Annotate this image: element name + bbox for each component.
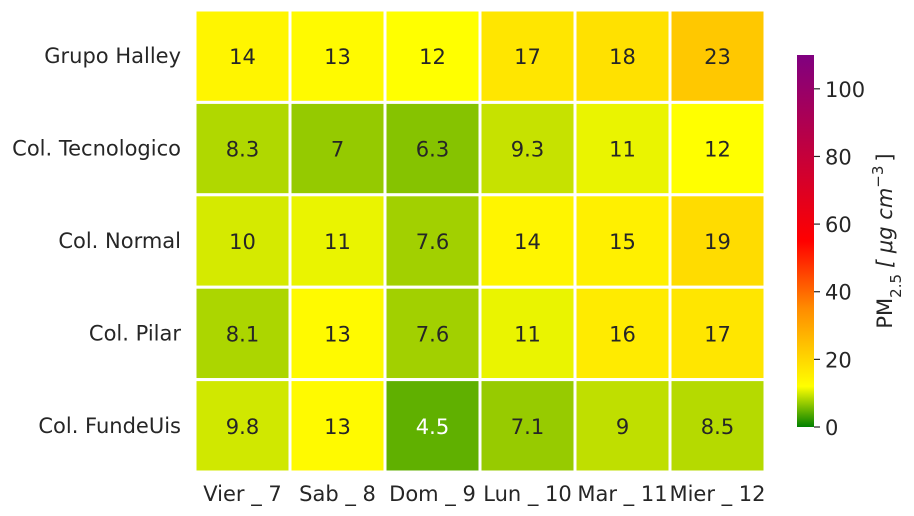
heatmap-cell — [478, 378, 577, 474]
heatmap-cell — [288, 285, 387, 382]
heatmap-cell — [668, 378, 767, 474]
heatmap-cell — [573, 193, 672, 289]
heatmap-cell — [193, 285, 292, 382]
cell-value-label: 11 — [514, 322, 541, 346]
cell-value-label: 4.5 — [416, 415, 449, 439]
cell-value-label: 16 — [609, 322, 636, 346]
colorbar-label-end: ] — [873, 153, 897, 161]
heatmap-cells: 14 13 12 17 18 23 8.3 7 6.3 9.3 11 12 10 11 7.6 14 15 19 8… — [193, 8, 767, 474]
colorbar-gradient — [797, 55, 814, 427]
heatmap-cell — [288, 193, 387, 289]
colorbar-tick-label: 40 — [825, 281, 852, 305]
cell-value-label: 8.5 — [701, 415, 734, 439]
column-label: Dom _ 9 — [389, 482, 476, 507]
cell-value-label: 15 — [609, 230, 636, 254]
row-label: Col. FundeUis — [38, 414, 181, 438]
cell-value-label: 13 — [324, 415, 351, 439]
cell-value-label: 7 — [331, 138, 344, 162]
colorbar-label-sub: 2.5 — [887, 274, 905, 298]
colorbar-label-sup: −3 — [869, 166, 887, 188]
row-labels: Grupo Halley Col. Tecnologico Col. Normal C… — [12, 44, 181, 438]
heatmap-cell — [193, 8, 292, 104]
cell-value-label: 8.1 — [226, 322, 259, 346]
column-label: Lun _ 10 — [483, 482, 572, 507]
cell-value-label: 6.3 — [416, 138, 449, 162]
heatmap-cell — [383, 285, 482, 382]
cell-value-label: 9.3 — [511, 138, 544, 162]
cell-value-label: 12 — [704, 138, 731, 162]
column-labels: Vier _ 7 Sab _ 8 Dom _ 9 Lun _ 10 Mar _ 11 Mi… — [203, 482, 765, 507]
cell-value-label: 7.6 — [416, 230, 449, 254]
heatmap-cell — [288, 8, 387, 104]
colorbar-ticks: 0 20 40 60 80 100 — [814, 78, 865, 440]
cell-value-label: 17 — [704, 322, 731, 346]
row-label: Col. Normal — [58, 229, 181, 253]
colorbar-label: PM2.5 [ μg cm−3] — [869, 153, 905, 328]
cell-value-label: 10 — [229, 230, 256, 254]
heatmap-cell — [668, 193, 767, 289]
cell-value-label: 14 — [514, 230, 541, 254]
row-label: Col. Pilar — [89, 321, 181, 345]
cell-value-label: 11 — [324, 230, 351, 254]
column-label: Vier _ 7 — [203, 482, 282, 507]
colorbar-tick-label: 100 — [825, 78, 865, 102]
cell-value-label: 7.1 — [511, 415, 544, 439]
cell-value-label: 12 — [419, 45, 446, 69]
cell-value-label: 18 — [609, 45, 636, 69]
colorbar-tick-label: 60 — [825, 213, 852, 237]
cell-value-label: 11 — [609, 138, 636, 162]
cell-value-label: 17 — [514, 45, 541, 69]
heatmap-cell — [478, 100, 577, 197]
cell-value-label: 8.3 — [226, 138, 259, 162]
heatmap-cell — [668, 285, 767, 382]
heatmap-cell — [573, 378, 672, 474]
cell-value-label: 9.8 — [226, 415, 259, 439]
heatmap-cell — [668, 8, 767, 104]
colorbar-tick-label: 20 — [825, 348, 852, 372]
cell-value-label: 19 — [704, 230, 731, 254]
cell-value-label: 23 — [704, 45, 731, 69]
column-label: Mar _ 11 — [577, 482, 667, 507]
column-label: Mier _ 12 — [669, 482, 765, 507]
heatmap-cell — [383, 378, 482, 474]
colorbar-label-unit: [ μg cm — [873, 188, 897, 268]
column-label: Sab _ 8 — [299, 482, 376, 507]
row-label: Grupo Halley — [44, 44, 181, 68]
colorbar: 0 20 40 60 80 100 PM2.5 [ μg cm−3] — [797, 55, 905, 440]
row-label: Col. Tecnologico — [12, 137, 181, 161]
colorbar-tick-label: 80 — [825, 145, 852, 169]
heatmap-cell — [478, 285, 577, 382]
heatmap-cell — [668, 100, 767, 197]
heatmap-cell — [193, 378, 292, 474]
heatmap-cell — [573, 285, 672, 382]
cell-value-label: 13 — [324, 322, 351, 346]
colorbar-tick-label: 0 — [825, 416, 838, 440]
cell-value-label: 13 — [324, 45, 351, 69]
cell-value-label: 14 — [229, 45, 256, 69]
colorbar-label-main: PM — [873, 298, 897, 329]
heatmap-cell — [478, 193, 577, 289]
heatmap-cell — [288, 100, 387, 197]
cell-value-label: 9 — [616, 415, 629, 439]
cell-value-label: 7.6 — [416, 322, 449, 346]
